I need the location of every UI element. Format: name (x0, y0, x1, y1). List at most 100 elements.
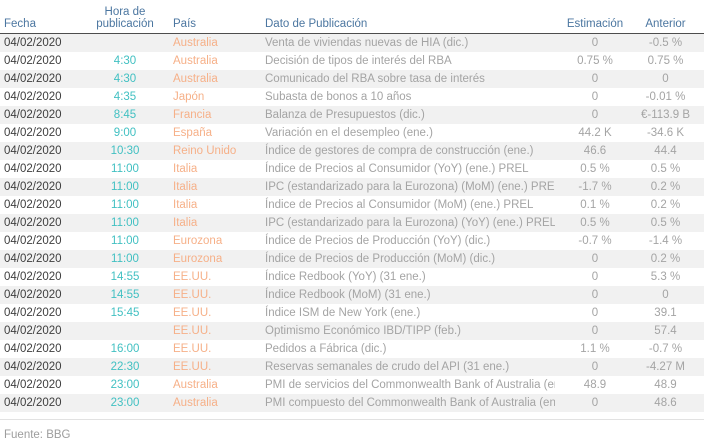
header-row: Fecha Hora de publicación País Dato de P… (0, 0, 704, 34)
cell-anterior: 0.5 % (650, 162, 681, 175)
cell-dato: Índice de Precios al Consumidor (MoM) (e… (265, 198, 534, 211)
cell-fecha: 04/02/2020 (4, 270, 62, 283)
cell-estimacion: 0 (591, 252, 599, 265)
cell-hora: 23:00 (110, 396, 140, 409)
table-row: 04/02/2020 11:00 Italia IPC (estandariza… (0, 213, 704, 232)
cell-hora: 11:00 (111, 216, 139, 229)
table-row: 04/02/2020 14:55 EE.UU. Índice Redbook (… (0, 285, 704, 304)
cell-hora: 11:00 (111, 198, 139, 211)
table-row: 04/02/2020 16:00 EE.UU. Pedidos a Fábric… (0, 340, 704, 358)
cell-anterior: -34.6 K (646, 126, 685, 139)
cell-anterior: 0.5 % (650, 216, 681, 229)
cell-fecha: 04/02/2020 (4, 36, 62, 49)
cell-estimacion: 0.5 % (580, 162, 610, 175)
cell-fecha: 04/02/2020 (4, 324, 62, 337)
cell-pais: Eurozona (173, 234, 223, 247)
cell-fecha: 04/02/2020 (4, 252, 62, 265)
cell-pais: Italia (173, 198, 198, 211)
cell-hora: 14:55 (110, 270, 140, 283)
cell-estimacion: -0.7 % (578, 234, 612, 247)
cell-dato: Balanza de Presupuestos (dic.) (265, 108, 425, 121)
cell-fecha: 04/02/2020 (4, 126, 62, 139)
cell-dato: Reservas semanales de crudo del API (31 … (265, 360, 510, 373)
cell-anterior: -0.5 % (648, 36, 683, 49)
cell-dato: Índice ISM de New York (ene.) (265, 306, 421, 319)
cell-hora: 10:30 (110, 144, 140, 157)
cell-estimacion: 0 (591, 324, 599, 337)
table-row: 04/02/2020 15:45 EE.UU. Índice ISM de Ne… (0, 304, 704, 322)
cell-hora: 9:00 (113, 126, 137, 139)
cell-dato: Decisión de tipos de interés del RBA (265, 54, 452, 67)
column-header-dato-de-publicacion: Dato de Publicación (265, 0, 555, 34)
cell-fecha: 04/02/2020 (4, 216, 62, 229)
cell-dato: Índice de Precios al Consumidor (YoY) (e… (265, 162, 529, 175)
cell-pais: EE.UU. (173, 360, 212, 373)
cell-pais: Italia (173, 180, 198, 193)
cell-hora: 11:00 (111, 162, 139, 175)
cell-estimacion: 0 (591, 36, 599, 49)
cell-pais: EE.UU. (173, 306, 212, 319)
table-row: 04/02/2020 10:30 Reino Unido Índice de g… (0, 141, 704, 160)
cell-estimacion: 0.1 % (580, 198, 610, 211)
cell-estimacion: 0.75 % (577, 54, 613, 67)
cell-estimacion: 0 (591, 360, 599, 373)
cell-fecha: 04/02/2020 (4, 144, 62, 157)
cell-dato: Índice de gestores de compra de construc… (265, 144, 534, 157)
table-row: 04/02/2020 11:00 Eurozona Índice de Prec… (0, 232, 704, 250)
table-row: 04/02/2020 Australia Venta de viviendas … (0, 33, 704, 52)
cell-dato: Optimismo Económico IBD/TIPP (feb.) (265, 324, 461, 337)
cell-fecha: 04/02/2020 (4, 378, 62, 391)
cell-estimacion: -1.7 % (578, 180, 612, 193)
cell-pais: Australia (173, 396, 218, 409)
cell-hora: 16:00 (110, 342, 140, 355)
table-row: 04/02/2020 23:00 Australia PMI compuesto… (0, 393, 704, 412)
cell-pais: EE.UU. (173, 270, 212, 283)
cell-estimacion: 0.5 % (580, 216, 610, 229)
cell-hora: 11:00 (111, 234, 139, 247)
cell-anterior: 0.2 % (650, 252, 681, 265)
cell-pais: Francia (173, 108, 212, 121)
cell-fecha: 04/02/2020 (4, 54, 62, 67)
cell-anterior: 0.2 % (650, 198, 681, 211)
cell-hora: 11:00 (111, 180, 139, 193)
cell-anterior: 48.9 (654, 378, 677, 391)
cell-dato: Variación en el desempleo (ene.) (265, 126, 433, 139)
cell-fecha: 04/02/2020 (4, 288, 62, 301)
cell-dato: IPC (estandarizado para la Eurozona) (Mo… (265, 180, 555, 193)
cell-fecha: 04/02/2020 (4, 342, 62, 355)
cell-estimacion: 0 (591, 306, 599, 319)
cell-dato: IPC (estandarizado para la Eurozona) (Yo… (265, 216, 555, 229)
cell-pais: Australia (173, 36, 218, 49)
cell-dato: PMI de servicios del Commonwealth Bank o… (265, 378, 555, 391)
cell-hora (95, 33, 155, 52)
cell-fecha: 04/02/2020 (4, 72, 62, 85)
column-header-estimacion: Estimación (555, 0, 635, 34)
cell-anterior: 0 (662, 288, 669, 301)
cell-pais: Australia (173, 378, 218, 391)
cell-pais: EE.UU. (173, 342, 212, 355)
column-header-hora-de-publicacion: Hora de publicación (95, 0, 155, 34)
table-row: 04/02/2020 23:00 Australia PMI de servic… (0, 376, 704, 394)
table-row: 04/02/2020 9:00 España Variación en el d… (0, 124, 704, 142)
cell-fecha: 04/02/2020 (4, 234, 62, 247)
cell-anterior: -4.27 M (646, 360, 685, 373)
cell-estimacion: 0 (591, 108, 599, 121)
cell-pais: Italia (173, 216, 198, 229)
cell-fecha: 04/02/2020 (4, 306, 62, 319)
cell-dato: Índice de Precios de Producción (MoM) (d… (265, 252, 496, 265)
cell-estimacion: 0 (591, 90, 599, 103)
column-header-pais: País (155, 0, 265, 34)
cell-pais: EE.UU. (173, 324, 212, 337)
cell-estimacion: 0 (591, 288, 599, 301)
table-footer: Fuente: BBG (0, 418, 704, 443)
source-note: Fuente: BBG (4, 428, 71, 441)
cell-estimacion: 1.1 % (580, 342, 610, 355)
column-header-fecha: Fecha (0, 0, 95, 34)
cell-anterior: 39.1 (654, 306, 677, 319)
cell-pais: Eurozona (173, 252, 223, 265)
cell-hora: 4:30 (113, 72, 137, 85)
column-header-anterior: Anterior (635, 0, 704, 34)
cell-estimacion: 46.6 (583, 144, 607, 157)
cell-dato: Venta de viviendas nuevas de HIA (dic.) (265, 36, 469, 49)
table-row: 04/02/2020 4:35 Japón Subasta de bonos a… (0, 88, 704, 106)
